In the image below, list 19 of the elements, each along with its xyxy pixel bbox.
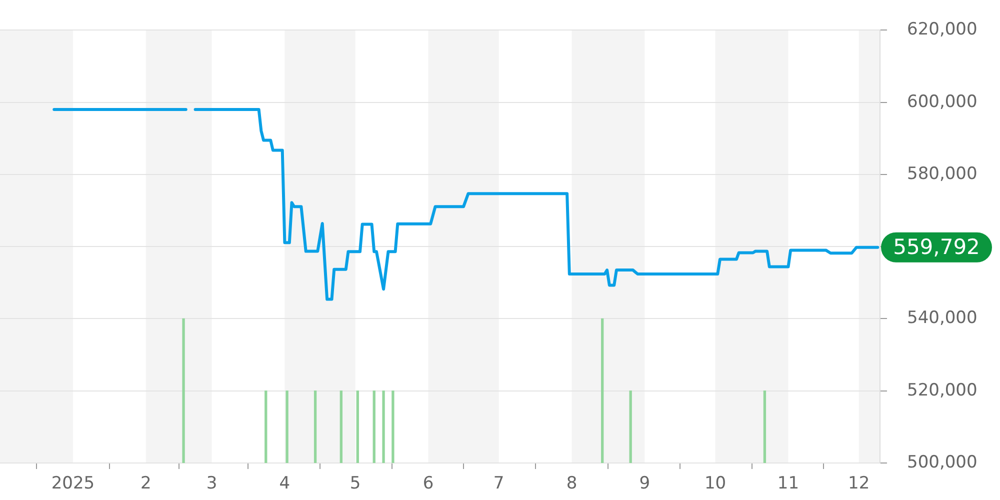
x-tick-label: 6 [422,474,434,494]
x-tick-label: 10 [704,474,726,494]
y-tick-label: 500,000 [907,452,978,472]
y-tick-label: 540,000 [907,308,978,328]
x-tick-label: 5 [350,474,361,494]
x-tick-label: 3 [206,474,218,494]
y-tick-label: 520,000 [907,380,978,400]
y-tick-label: 600,000 [907,92,978,112]
y-tick-label: 620,000 [907,20,978,40]
y-tick-label: 580,000 [907,164,978,184]
x-tick-label: 8 [566,474,578,494]
x-tick-label: 7 [493,474,504,494]
x-tick-label: 9 [639,474,650,494]
x-tick-label: 4 [279,474,290,494]
x-tick-label: 2025 [51,474,95,494]
x-tick-label: 11 [777,474,800,494]
annotation: 559,792 [893,234,980,259]
x-tick-label: 12 [848,474,870,494]
x-tick-label: 2 [140,474,152,494]
